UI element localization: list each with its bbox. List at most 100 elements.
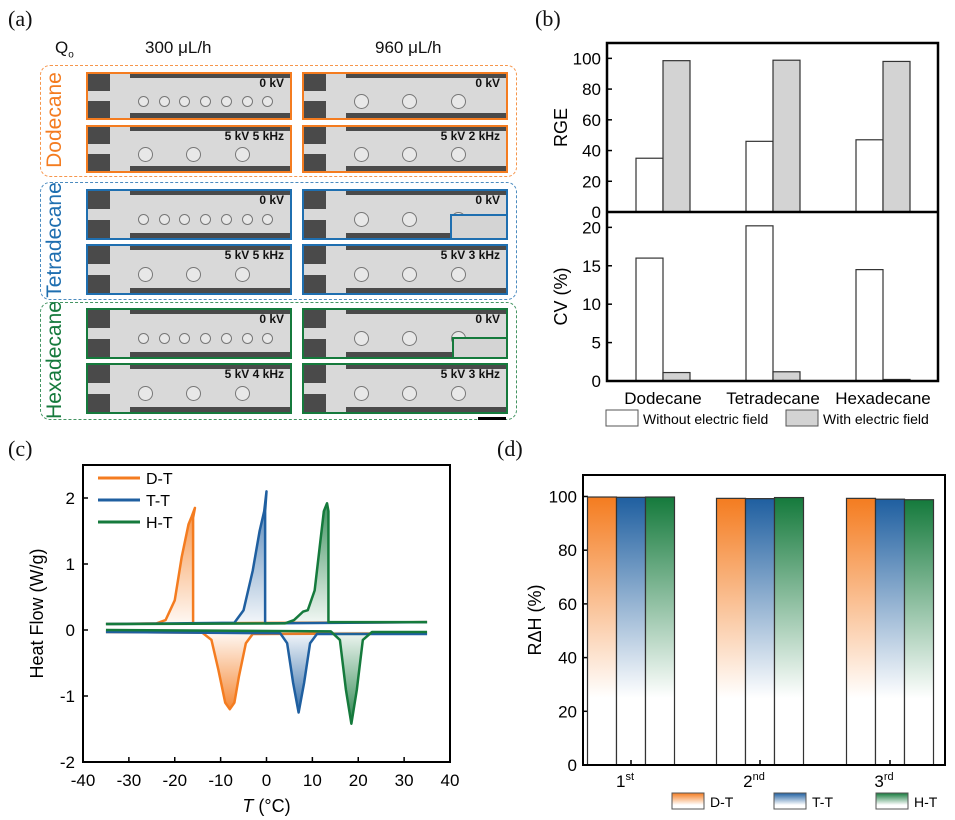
y-tick-label: 1 [66,555,75,574]
y-axis-label: RGE [551,108,571,147]
channel-wall [88,74,110,91]
droplet [354,212,369,227]
column-header-300: 300 μL/h [145,38,212,57]
y-tick-label: 60 [582,111,601,130]
channel-wall [130,74,290,78]
category-superscript: rd [884,771,894,783]
droplet [262,95,274,107]
x-tick-label: 20 [349,771,368,790]
droplet [450,386,466,401]
voltage-annotation: 5 kV 5 kHz [224,248,284,262]
droplet [138,214,149,225]
legend-swatch-T-T [773,792,807,810]
droplet [354,146,369,162]
voltage-annotation: 0 kV [475,76,500,90]
droplet [450,146,466,162]
voltage-annotation: 5 kV 5 kHz [224,129,284,143]
droplet [158,95,170,107]
channel-wall [304,339,326,357]
x-axis-label: T (°C) [242,796,290,816]
legend-swatch-H-T [875,792,909,810]
legend-swatch-D-T [671,792,705,810]
droplet [354,93,369,109]
droplet-inset [452,337,506,357]
bar-without-electric-field [745,140,774,213]
y-axis-label: RΔH (%) [525,584,545,655]
flow-symbol: Q [55,38,69,57]
droplet [200,333,212,344]
droplet [402,386,418,401]
category-number: 2 [743,772,752,791]
droplet [402,93,418,109]
bar-with-electric-field [772,59,801,213]
voltage-annotation: 5 kV 3 kHz [440,248,500,262]
category-number: 3 [874,772,883,791]
channel-wall [346,191,506,195]
y-tick-label: 0 [592,372,601,391]
channel-wall [130,352,290,357]
y-tick-label: 10 [582,295,601,314]
panel-label-d: (d) [497,436,523,461]
D-T-cooling-curve [105,506,428,626]
channel-wall [346,365,506,369]
droplet [220,214,232,225]
bar-without-electric-field [855,269,884,382]
channel-wall [130,127,290,131]
droplet [234,267,250,282]
x-tick-label: 10 [303,771,322,790]
y-tick-label: 0 [66,621,75,640]
channel-wall [346,246,506,250]
channel-wall [304,310,326,328]
group-box-tetradecane [40,182,517,300]
droplet [354,331,369,346]
droplet [402,212,418,227]
channel-wall [346,113,506,118]
T-T-cooling-fill [105,491,428,625]
y-tick-label: 40 [582,142,601,161]
flow-subscript: o [68,49,74,61]
droplet [186,146,202,162]
droplet [262,333,274,344]
legend-swatch-with [785,409,819,427]
x-tick-label: 30 [395,771,414,790]
channel-wall [130,365,290,369]
panel-label-a: (a) [8,6,33,31]
y-tick-label: -1 [60,687,75,706]
droplet [158,333,170,344]
x-tick-label: -40 [71,771,96,790]
channel-wall [88,191,110,209]
D-T-heating-fill [105,631,428,710]
y-tick-label: 100 [549,487,577,506]
channel-wall [130,310,290,314]
legend-label-with: With electric field [823,411,929,427]
channel-wall [304,275,326,293]
droplet [402,331,418,346]
droplet [186,267,202,282]
T-T-heating-fill [105,631,428,713]
bar-with-electric-field [662,60,691,213]
droplet [179,214,191,225]
channel-wall [304,127,326,144]
channel-wall [346,74,506,78]
channel-wall [304,394,326,412]
channel-wall [88,275,110,293]
bar-t-t [874,498,906,766]
y-tick-label: 100 [573,49,601,68]
T-T-heating-curve [105,630,428,714]
micrograph: 5 kV 3 kHz [302,363,508,414]
panel-label-b: (b) [535,6,561,31]
legend-label-without: Without electric field [643,411,768,427]
droplet [200,95,212,107]
droplet [220,333,232,344]
droplet [262,214,274,225]
channel-wall [88,310,110,328]
x-category-label: Tetradecane [726,389,820,408]
x-tick-label: -10 [208,771,233,790]
x-category-label: Hexadecane [835,389,930,408]
bar-d-t [586,496,618,766]
y-tick-label: 60 [558,595,577,614]
droplet [138,333,149,344]
